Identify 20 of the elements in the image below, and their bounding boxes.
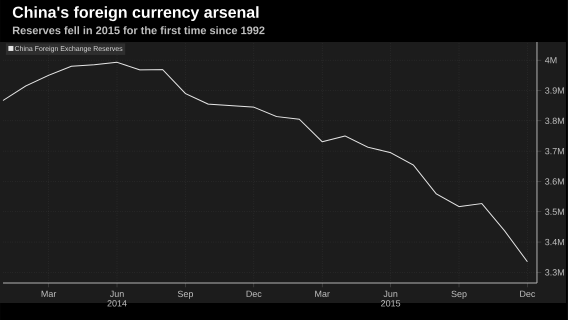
x-tick-label: Mar (42, 290, 56, 298)
x-tick-label: Mar (315, 290, 330, 298)
y-tick-label: 3.3M (545, 269, 564, 276)
text: 2014 (107, 300, 127, 307)
y-tick-label: 3.4M (545, 238, 564, 246)
chart-title: China's foreign currency arsenal (12, 6, 258, 22)
y-tick-label: 3.6M (545, 178, 564, 185)
text: 2015 (381, 300, 400, 307)
y-tick-label: 4M (544, 57, 556, 64)
y-tick-label: 3.5M (545, 208, 564, 215)
y-tick-label: 3.8M (545, 118, 564, 124)
chart-subtitle: Reserves fell in 2015 for the first time since 1992 (12, 26, 265, 34)
x-tick-label: Dec (246, 290, 262, 298)
x-tick-label: Sep (451, 290, 467, 299)
y-tick-label: 3.7M (545, 148, 564, 154)
y-tick-label: 3.9M (545, 87, 564, 94)
x-tick-label: Sep (178, 290, 194, 299)
x-tick-label: Dec (520, 290, 536, 298)
x-tick-label: Jun (384, 290, 398, 298)
x-tick-label: Jun (110, 290, 124, 298)
